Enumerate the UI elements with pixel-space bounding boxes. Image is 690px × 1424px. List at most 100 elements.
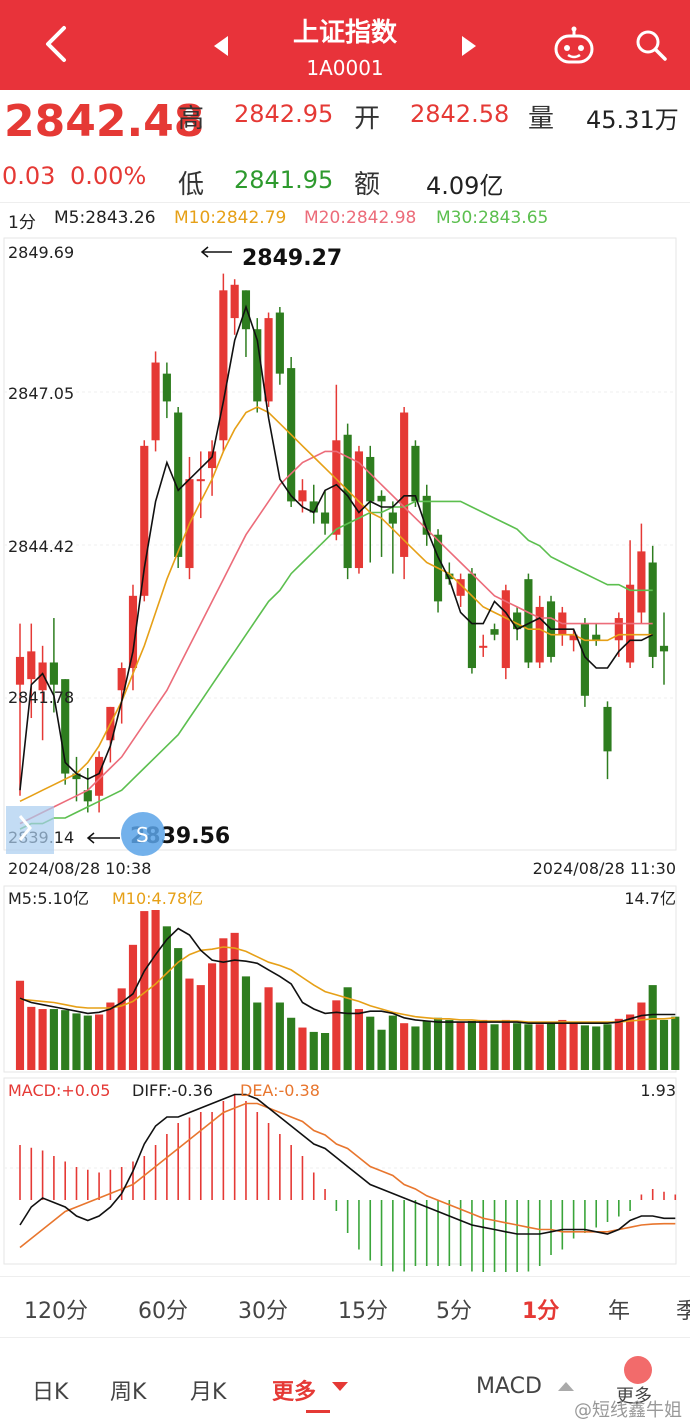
- tab-week-k[interactable]: 周K: [110, 1380, 147, 1405]
- back-icon[interactable]: [36, 22, 80, 66]
- stock-chart[interactable]: 2849.69 2847.05 2844.42 2841.78 2839.14 …: [0, 232, 690, 1272]
- max-price-label: 2849.27: [242, 246, 342, 271]
- volume-bar: [151, 910, 160, 1070]
- price-axis-top: 2849.69: [8, 243, 74, 262]
- volume-ma-lines: [19, 927, 676, 1025]
- time-axis-start: 2024/08/28 10:38: [8, 859, 151, 878]
- ma5-line: [19, 304, 654, 791]
- candle-body: [354, 451, 364, 569]
- candle-body: [479, 645, 488, 648]
- candle-body: [411, 445, 420, 502]
- volume-bar: [95, 1014, 104, 1070]
- volume-bar: [592, 1026, 601, 1070]
- candle-body: [422, 495, 431, 535]
- tab-period[interactable]: 5分: [436, 1299, 472, 1324]
- indicator-selector[interactable]: MACD: [476, 1374, 542, 1399]
- volume-bar: [106, 1002, 115, 1070]
- volume-bar: [61, 1010, 70, 1070]
- ma20-value: M20:2842.98: [304, 208, 417, 228]
- macd-max: 1.93: [640, 1081, 676, 1100]
- candle-body: [513, 612, 522, 630]
- volume-bar: [49, 1009, 58, 1070]
- tab-period[interactable]: 60分: [138, 1299, 188, 1324]
- price-panel-frame: [3, 237, 677, 851]
- tab-day-k[interactable]: 日K: [32, 1380, 69, 1405]
- dea-value: DEA:-0.38: [240, 1081, 320, 1100]
- volume-bar: [637, 1002, 646, 1070]
- tab-period[interactable]: 季: [676, 1299, 690, 1324]
- period-label[interactable]: 1分: [8, 213, 36, 233]
- candle-body: [490, 629, 499, 635]
- page-title: 上证指数: [292, 18, 397, 48]
- volume-panel-frame: [3, 885, 677, 1073]
- candle-body: [377, 495, 386, 502]
- floating-assist-button[interactable]: S: [121, 812, 165, 856]
- volume-bar: [343, 987, 352, 1070]
- volume-bar: [535, 1024, 544, 1070]
- tab-more[interactable]: 更多: [272, 1380, 317, 1405]
- search-icon[interactable]: [634, 28, 668, 62]
- low-value: 2841.95: [234, 166, 334, 194]
- svg-text:S: S: [136, 823, 149, 847]
- candle-body: [72, 773, 81, 780]
- tab-period[interactable]: 120分: [24, 1299, 88, 1324]
- candle-body: [15, 656, 25, 685]
- candle-body: [162, 373, 171, 402]
- moving-average-lines: [19, 304, 654, 830]
- volume-bar: [422, 1021, 431, 1070]
- max-price-marker: 2849.27: [200, 246, 342, 271]
- candle-body: [27, 651, 36, 680]
- price-axis-label: 2841.78: [8, 688, 74, 707]
- volume-bar: [298, 1027, 307, 1070]
- more-settings-dot[interactable]: [624, 1356, 652, 1384]
- volume-bar: [219, 938, 228, 1070]
- price-axis-label: 2847.05: [8, 384, 74, 403]
- volume-bar: [648, 985, 657, 1070]
- tab-month-k[interactable]: 月K: [190, 1380, 227, 1405]
- volume-bar: [546, 1022, 556, 1070]
- more-dropdown-icon[interactable]: [332, 1382, 348, 1392]
- volume-bar: [400, 1023, 409, 1070]
- tab-period-active[interactable]: 1分: [522, 1299, 560, 1324]
- ma30-value: M30:2843.65: [436, 208, 549, 228]
- volume-m5: M5:5.10亿: [8, 889, 89, 908]
- candle-body: [83, 790, 92, 802]
- volume-ma10-line: [19, 946, 676, 1023]
- volume-bar: [659, 1019, 669, 1070]
- volume-bar: [366, 1016, 375, 1070]
- tab-period[interactable]: 年: [608, 1299, 631, 1324]
- macd-lines: [19, 1093, 676, 1249]
- candle-body: [603, 706, 612, 752]
- ma5-value: M5:2843.26: [54, 208, 156, 228]
- previous-stock-icon[interactable]: [210, 34, 230, 58]
- volume-bar: [253, 1002, 262, 1070]
- volume-bar: [603, 1024, 612, 1070]
- volume-bar: [388, 1015, 397, 1070]
- price-change-percent: 0.00%: [70, 162, 147, 190]
- volume-max: 14.7亿: [624, 889, 676, 908]
- more-settings-label[interactable]: 更多: [616, 1386, 652, 1407]
- candle-body: [140, 445, 149, 596]
- volume-bar: [117, 988, 126, 1070]
- tab-period[interactable]: 30分: [238, 1299, 288, 1324]
- volume-bar: [241, 976, 251, 1070]
- robot-assistant-icon[interactable]: [552, 26, 596, 66]
- volume-bar: [467, 1021, 476, 1070]
- stock-code: 1A0001: [306, 56, 384, 80]
- open-value: 2842.58: [410, 100, 510, 128]
- volume-bar: [445, 1019, 454, 1070]
- indicator-dropdown-icon[interactable]: [558, 1382, 574, 1392]
- volume-m10: M10:4.78亿: [112, 889, 203, 908]
- volume-bars: [15, 910, 680, 1070]
- volume-bar: [411, 1026, 420, 1070]
- next-stock-icon[interactable]: [460, 34, 480, 58]
- candle-body: [580, 623, 589, 696]
- side-drawer-handle[interactable]: [6, 806, 54, 854]
- macd-histogram: [19, 1093, 677, 1272]
- volume-bar: [456, 1022, 465, 1070]
- quote-panel: 2842.48 0.03 0.00% 高 2842.95 开 2842.58 量…: [0, 90, 690, 202]
- ma20-line: [19, 450, 653, 825]
- tab-period[interactable]: 15分: [338, 1299, 388, 1324]
- volume-bar: [27, 1006, 36, 1070]
- candle-body: [208, 451, 217, 469]
